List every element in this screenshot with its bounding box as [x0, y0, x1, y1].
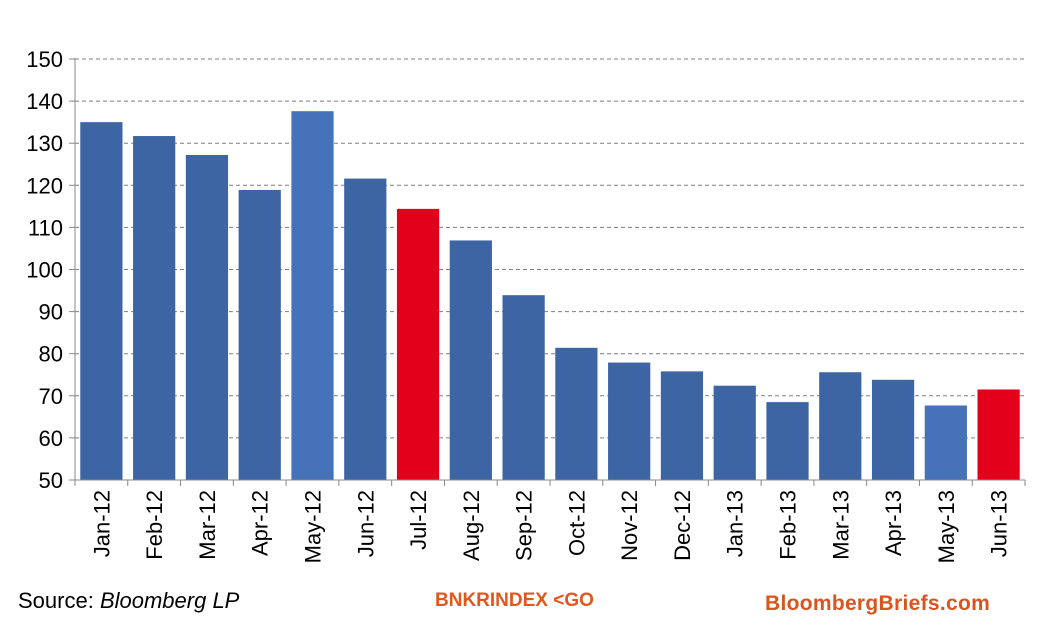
x-tick-label: Aug-12	[459, 490, 484, 561]
y-tick-label: 70	[39, 384, 63, 409]
x-tick-label: Jul-12	[406, 490, 431, 550]
x-tick-label: Oct-12	[564, 490, 589, 556]
bar-apr-12	[238, 189, 281, 480]
x-tick-label: Apr-12	[248, 490, 273, 556]
bar-sep-12	[502, 295, 545, 480]
bar-feb-13	[766, 402, 809, 480]
brand-label: BloombergBriefs.com	[765, 592, 991, 615]
bar-chart: 50 60 70 80 90 100 110 120 130 140 150 Jan-12 Feb-1…	[26, 47, 1026, 563]
bar-jun-13	[977, 389, 1020, 480]
bar-oct-12	[555, 347, 598, 480]
bar-jan-13	[713, 385, 756, 480]
bar-nov-12	[608, 362, 651, 480]
x-tick-label: Apr-13	[881, 490, 906, 556]
x-tick-label: Feb-13	[776, 490, 801, 560]
y-tick-label: 140	[26, 89, 63, 114]
y-axis: 50 60 70 80 90 100 110 120 130 140 150	[26, 47, 76, 493]
x-tick-label: Mar-12	[195, 490, 220, 560]
y-tick-label: 120	[26, 173, 63, 198]
x-tick-label: Jan-12	[89, 490, 114, 557]
gridlines	[75, 58, 1025, 439]
y-tick-label: 150	[26, 47, 63, 72]
y-tick-label: 100	[26, 258, 63, 283]
bar-jan-12	[80, 122, 123, 481]
source-name: Bloomberg LP	[99, 588, 240, 613]
y-tick-label: 50	[39, 468, 63, 493]
bar-mar-12	[185, 154, 229, 480]
source-note: Source: Bloomberg LP	[18, 588, 239, 614]
bar-jul-12	[396, 208, 440, 480]
x-tick-label: Mar-13	[828, 490, 853, 560]
bars	[80, 111, 1020, 481]
source-prefix: Source:	[18, 588, 100, 613]
x-tick-label: Jun-12	[353, 490, 378, 557]
bar-may-12	[291, 111, 334, 480]
x-tick-label: May-13	[934, 490, 959, 563]
bar-mar-13	[819, 372, 862, 480]
x-tick-label: May-12	[301, 490, 326, 563]
x-tick-label: Jan-13	[723, 490, 748, 557]
y-tick-label: 130	[26, 131, 63, 156]
y-tick-label: 110	[28, 215, 63, 240]
x-tick-label: Dec-12	[670, 490, 695, 561]
y-tick-label: 90	[39, 300, 63, 325]
y-tick-label: 60	[39, 426, 63, 451]
bar-apr-13	[871, 379, 915, 480]
y-tick-label: 80	[39, 342, 63, 367]
x-tick-label: Jun-13	[987, 490, 1012, 557]
ticker-label: BNKRINDEX <GO	[435, 590, 594, 611]
x-tick-label: Feb-12	[142, 490, 167, 560]
bar-aug-12	[449, 240, 492, 480]
x-tick-label: Nov-12	[617, 490, 642, 561]
bar-may-13	[924, 405, 967, 480]
bar-jun-12	[344, 178, 387, 480]
bar-dec-12	[660, 371, 704, 480]
x-axis: Jan-12 Feb-12 Mar-12 Apr-12 May-12 Jun-12 Jul-…	[74, 479, 1026, 563]
x-tick-label: Sep-12	[512, 490, 537, 561]
bar-feb-12	[133, 136, 176, 480]
